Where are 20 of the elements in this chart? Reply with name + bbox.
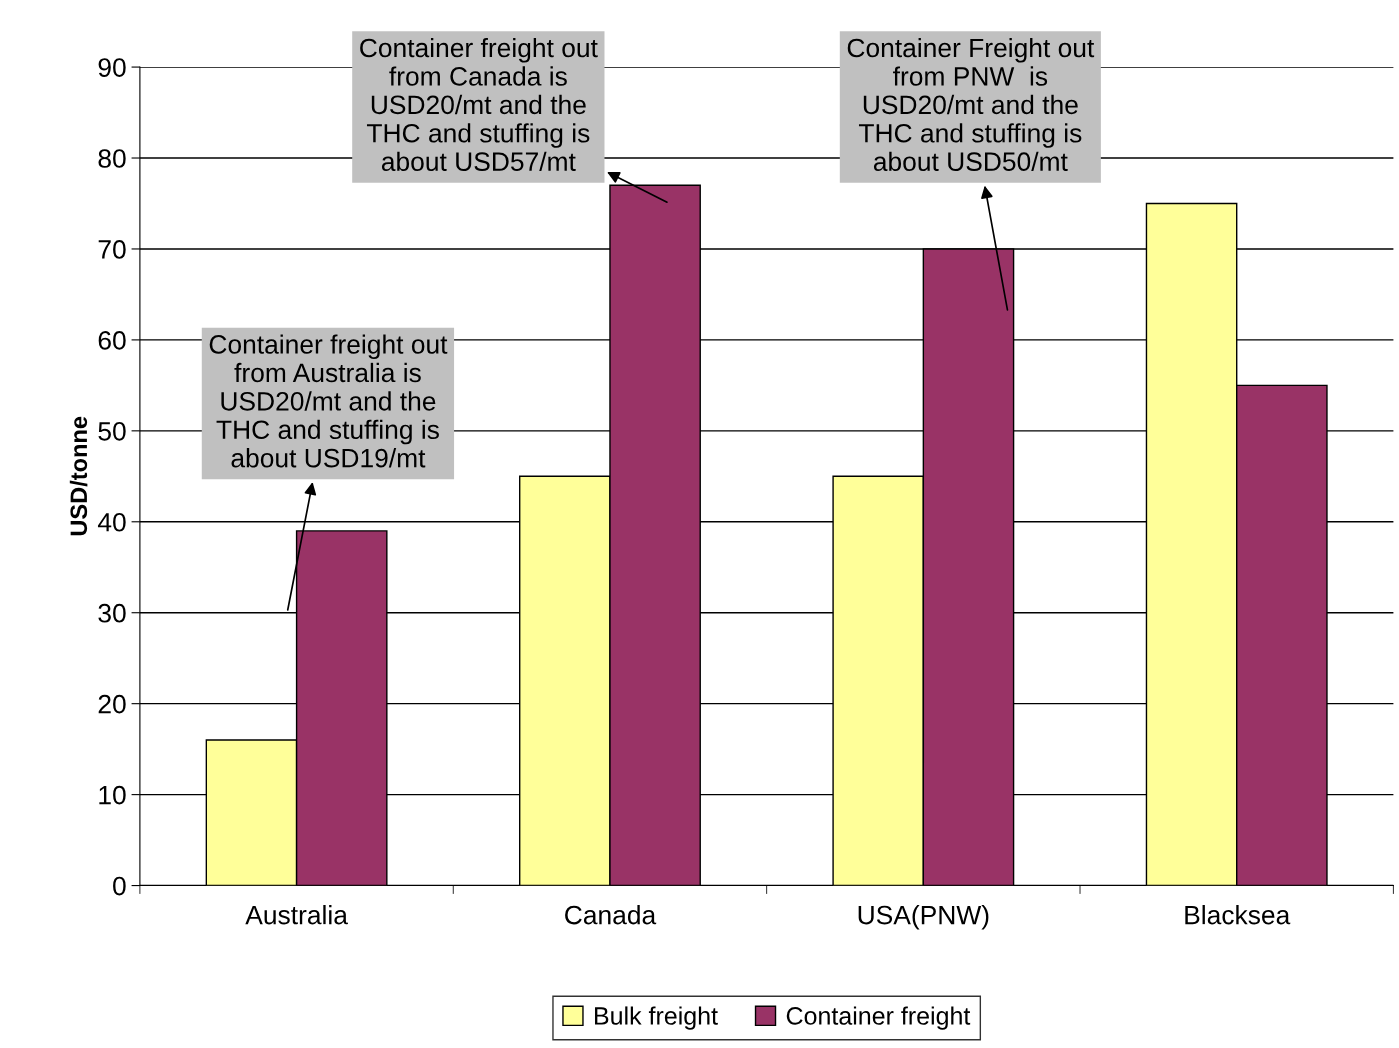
legend-label: Container freight [786, 1006, 971, 1030]
y-tick-label: 0 [113, 876, 126, 896]
annotation: Container freight out from Canada is USD20/mt and the THC and stuffing is about USD57/mt [360, 37, 598, 172]
y-tick-label: 20 [98, 694, 126, 714]
x-tick-label: Canada [565, 905, 657, 925]
annotation: Container Freight out from PNW is USD20/mt and the THC and stuffing is about USD50/mt [847, 37, 1095, 172]
annotation: Container freight out from Australia is USD20/mt and the THC and stuffing is about USD19/mt [209, 334, 448, 468]
y-tick-label: 10 [99, 785, 126, 805]
y-tick-label: 80 [98, 149, 126, 168]
y-tick-label: 90 [98, 58, 126, 77]
y-axis-title: USD/tonne [69, 416, 88, 536]
legend-label: Bulk freight [595, 1006, 718, 1030]
y-tick-label: 60 [98, 331, 126, 350]
y-tick-label: 40 [97, 512, 126, 532]
y-tick-label: 50 [98, 421, 126, 441]
x-tick-label: Blacksea [1185, 905, 1291, 925]
y-tick-label: 70 [98, 240, 126, 259]
x-tick-label: USA(PNW) [858, 905, 989, 930]
y-tick-label: 30 [98, 603, 126, 623]
x-tick-label: Australia [245, 905, 348, 925]
